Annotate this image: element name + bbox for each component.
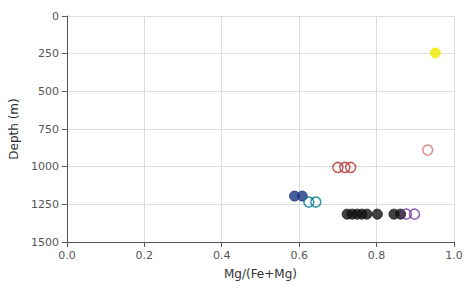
svg-text:1250: 1250 bbox=[31, 198, 59, 211]
svg-text:0: 0 bbox=[52, 10, 59, 23]
svg-text:0.4: 0.4 bbox=[213, 249, 231, 262]
svg-text:500: 500 bbox=[38, 85, 59, 98]
svg-text:1000: 1000 bbox=[31, 160, 59, 173]
svg-text:0.0: 0.0 bbox=[58, 249, 76, 262]
svg-text:1500: 1500 bbox=[31, 236, 59, 249]
svg-text:0.8: 0.8 bbox=[368, 249, 386, 262]
svg-text:Depth (m): Depth (m) bbox=[7, 98, 21, 159]
svg-text:1.0: 1.0 bbox=[445, 249, 463, 262]
svg-text:Mg/(Fe+Mg): Mg/(Fe+Mg) bbox=[224, 267, 297, 281]
svg-text:0.2: 0.2 bbox=[136, 249, 154, 262]
svg-text:750: 750 bbox=[38, 123, 59, 136]
svg-text:250: 250 bbox=[38, 47, 59, 60]
svg-text:0.6: 0.6 bbox=[290, 249, 308, 262]
